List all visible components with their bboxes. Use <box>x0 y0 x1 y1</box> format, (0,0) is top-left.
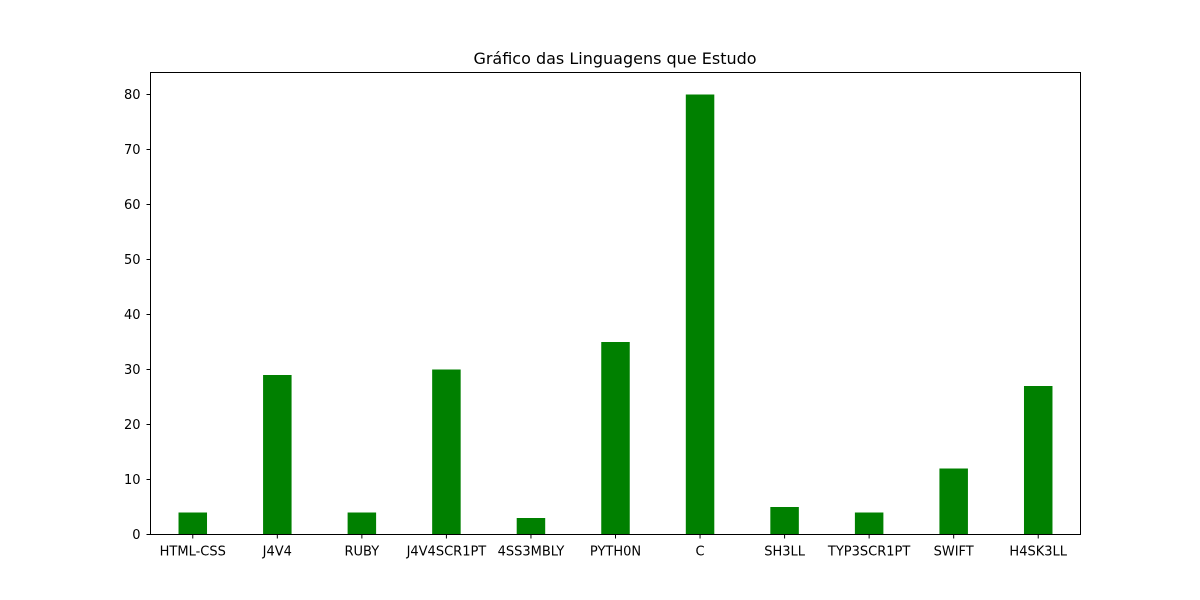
x-axis: HTML-CSS J4V4 RUBY J4V4SCR1PT 4SS3MBLY PYTH0N… <box>160 534 1068 560</box>
chart-title: Gráfico das Linguagens que Estudo <box>473 49 756 68</box>
y-tick-label: 50 <box>124 253 141 268</box>
bar-j4v4 <box>263 375 292 535</box>
bar-typ3scr1pt <box>854 512 884 535</box>
bar-ruby <box>347 512 377 535</box>
y-tick-label: 80 <box>124 88 141 103</box>
x-tick-label: TYP3SCR1PT <box>827 545 910 560</box>
x-tick-label: HTML-CSS <box>160 545 226 560</box>
x-tick-label: SH3LL <box>764 545 806 560</box>
bar-c <box>685 94 715 535</box>
bars-layer <box>178 94 1053 535</box>
y-axis: 0 10 20 30 40 50 60 70 80 <box>124 88 151 543</box>
y-tick-label: 0 <box>132 528 140 543</box>
x-tick-label: PYTH0N <box>590 545 641 560</box>
y-tick-label: 60 <box>124 198 141 213</box>
x-tick-label: H4SK3LL <box>1009 545 1067 560</box>
bar-sh3ll <box>770 507 799 535</box>
bar-html-css <box>178 512 208 535</box>
x-tick-label: SWIFT <box>934 545 974 560</box>
y-tick-label: 70 <box>124 143 141 158</box>
bar-swift <box>939 468 968 535</box>
y-tick-label: 40 <box>124 308 141 323</box>
x-tick-label: C <box>696 545 705 560</box>
bar-j4v4scr1pt <box>432 369 461 535</box>
y-tick-label: 30 <box>124 363 141 378</box>
plot-frame <box>150 72 1081 535</box>
bar-4ss3mbly <box>516 518 546 535</box>
x-tick-label: 4SS3MBLY <box>498 545 565 560</box>
x-tick-label: J4V4 <box>262 545 292 560</box>
y-tick-label: 10 <box>124 473 141 488</box>
bar-h4sk3ll <box>1023 386 1053 535</box>
y-tick-label: 20 <box>124 418 141 433</box>
bar-pyth0n <box>601 342 630 535</box>
x-tick-label: RUBY <box>345 545 380 560</box>
x-tick-label: J4V4SCR1PT <box>406 545 487 560</box>
